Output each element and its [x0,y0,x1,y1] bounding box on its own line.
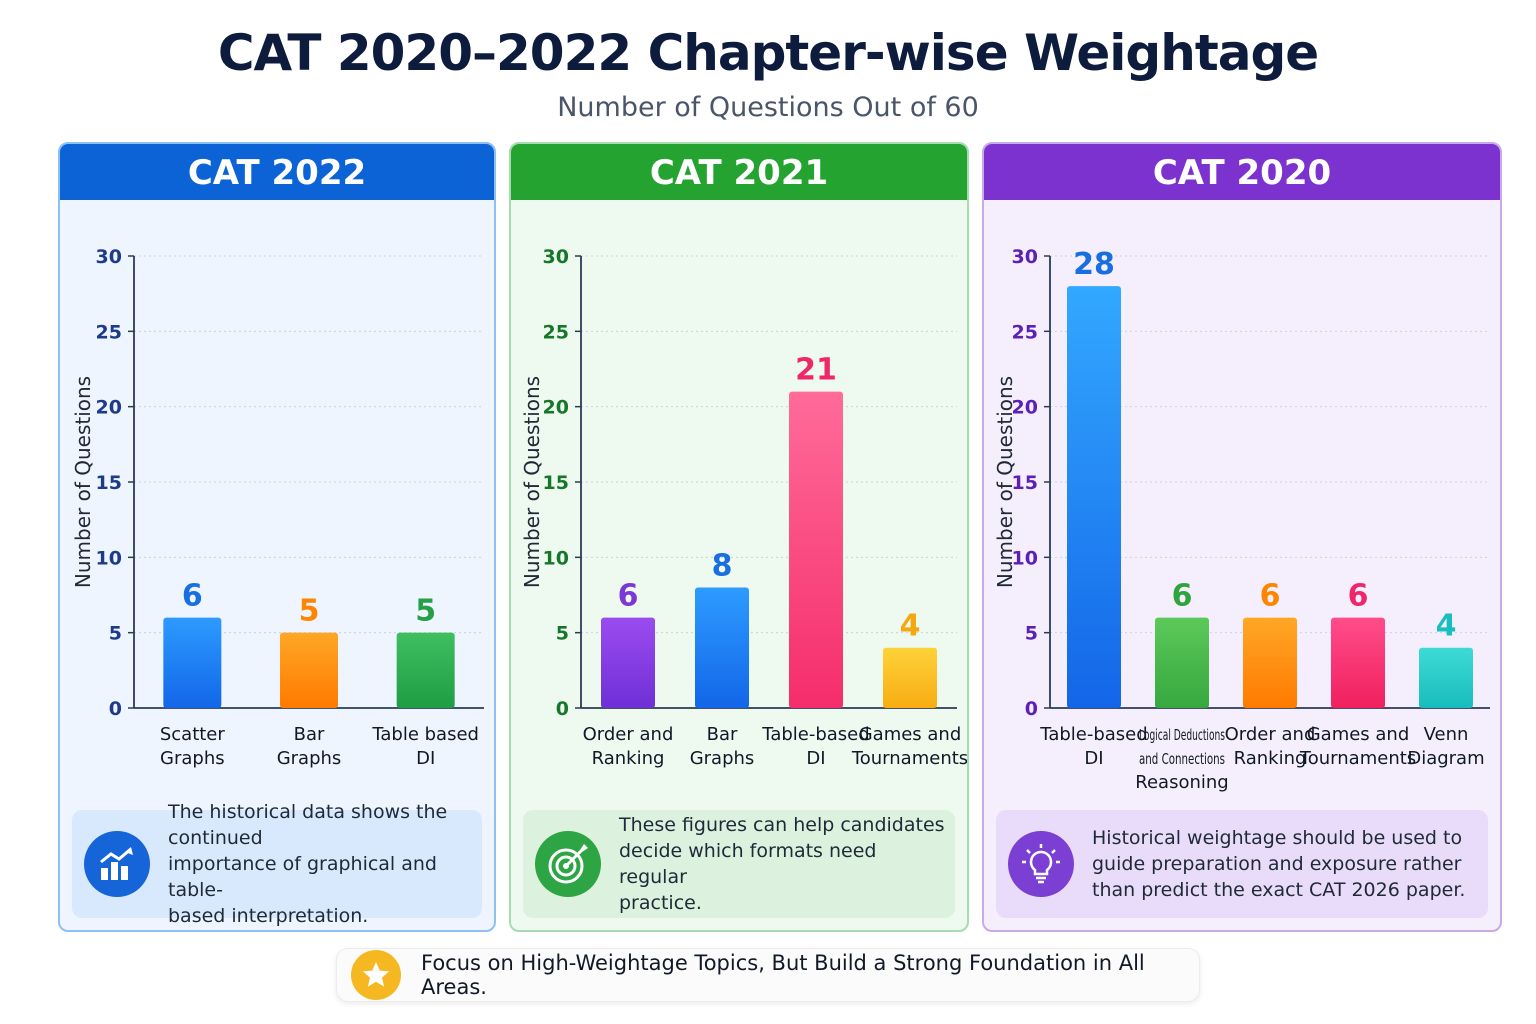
y-tick-label: 30 [96,246,122,268]
page-subtitle: Number of Questions Out of 60 [557,92,979,123]
bar-value-label: 21 [795,353,837,388]
x-category-label: Reasoning [1135,772,1228,793]
chart-cat-2021: 0 5 10 15 20 25 30 Number of Questions 6 Order an… [520,246,968,769]
bar-value-label: 8 [712,548,733,583]
y-tick-label: 0 [556,698,569,720]
bar-value-label: 6 [618,579,639,614]
panel-header: CAT 2021 [511,144,967,200]
x-category-label: Graphs [277,748,342,769]
bar [1155,617,1209,708]
x-category-label: Diagram [1407,748,1484,769]
panel-cat-2021: CAT 2021 0 5 10 15 20 25 30 Number of Questions… [509,142,969,932]
y-tick-label: 15 [1012,472,1038,494]
chart-cat-2022: 0 5 10 15 20 25 30 Number of Questions 6 Scatter G… [71,246,484,769]
bar-value-label: 6 [1260,579,1281,614]
y-tick-label: 5 [556,623,569,645]
y-tick-label: 10 [96,547,122,569]
y-tick-label: 20 [96,397,122,419]
y-tick-label: 20 [1012,397,1038,419]
y-tick-label: 10 [543,547,569,569]
y-tick-label: 15 [543,472,569,494]
lightbulb-icon [1008,831,1074,897]
note-text: The historical data shows the continued … [168,801,448,927]
x-category-label: Graphs [690,748,755,769]
x-category-label: Bar [294,724,325,745]
panel-cat-2020: CAT 2020 0 5 10 15 20 25 30 Number of Questions… [982,142,1502,932]
y-axis-label: Number of Questions [520,376,544,588]
x-category-label: Order and [583,724,674,745]
y-tick-label: 30 [1012,246,1038,268]
bar [280,632,338,708]
y-tick-label: 20 [543,397,569,419]
insight-note: Historical weightage should be used to g… [996,810,1488,918]
footer-banner: Focus on High-Weightage Topics, But Buil… [336,948,1200,1002]
bar-value-label: 5 [299,594,320,629]
page-title: CAT 2020–2022 Chapter-wise Weightage [217,24,1319,82]
bar-value-label: 6 [1348,579,1369,614]
x-category-label: DI [1084,748,1103,769]
bar [789,391,843,708]
chart-cat-2020: 0 5 10 15 20 25 30 Number of Questions 28 Table-b… [993,246,1490,793]
x-category-label: DI [416,748,435,769]
x-category-label: Ranking [592,748,665,769]
x-category-label: Table-based [1039,724,1147,745]
x-category-label: Games and [859,724,962,745]
footer-text: Focus on High-Weightage Topics, But Buil… [421,951,1145,999]
insight-note: The historical data shows the continued … [72,801,482,927]
x-category-label: Venn [1424,724,1469,745]
bar-value-label: 4 [1436,609,1457,644]
y-tick-label: 5 [1025,623,1038,645]
bar [1331,617,1385,708]
x-category-label: Order and [1225,724,1316,745]
bar [883,647,937,708]
x-category-label: Tournaments [1299,748,1416,769]
note-text: Historical weightage should be used to g… [1092,827,1466,901]
bar [1419,647,1473,708]
panel-header: CAT 2020 [984,144,1500,200]
bar [1067,286,1121,708]
x-category-label: Table-based [761,724,869,745]
bar-value-label: 5 [415,594,436,629]
bar [695,587,749,708]
x-category-label: Tournaments [851,748,968,769]
target-arrow-icon [535,831,601,897]
x-category-label: Graphs [160,748,225,769]
x-category-label: DI [806,748,825,769]
star-icon [351,950,401,1000]
bar-value-label: 6 [182,579,203,614]
x-category-label: Logical Deductions [1139,726,1225,744]
panel-header: CAT 2022 [60,144,494,200]
y-tick-label: 0 [1025,698,1038,720]
insight-note: These figures can help candidates decide… [523,810,955,918]
x-category-label: Table based [371,724,479,745]
x-category-label: and Connections [1139,750,1225,768]
bar-value-label: 28 [1073,247,1115,282]
y-tick-label: 5 [109,623,122,645]
bar [396,632,455,708]
bar-chart-growth-icon [84,831,150,897]
bar [163,617,222,708]
x-category-label: Scatter [160,724,226,745]
bar [1243,617,1297,708]
y-tick-label: 15 [96,472,122,494]
y-tick-label: 10 [1012,547,1038,569]
y-tick-label: 0 [109,698,122,720]
panel-cat-2022: CAT 2022 0 5 10 15 20 25 30 Number of Questions… [58,142,496,932]
y-tick-label: 25 [96,321,122,343]
y-axis-label: Number of Questions [993,376,1017,588]
y-tick-label: 25 [543,321,569,343]
bar-value-label: 6 [1172,579,1193,614]
x-category-label: Bar [707,724,738,745]
x-category-label: Games and [1307,724,1410,745]
bar [601,617,655,708]
bar-value-label: 4 [900,609,921,644]
y-axis-label: Number of Questions [71,376,95,588]
y-tick-label: 25 [1012,321,1038,343]
y-tick-label: 30 [543,246,569,268]
note-text: These figures can help candidates decide… [619,814,945,914]
x-category-label: Ranking [1234,748,1307,769]
